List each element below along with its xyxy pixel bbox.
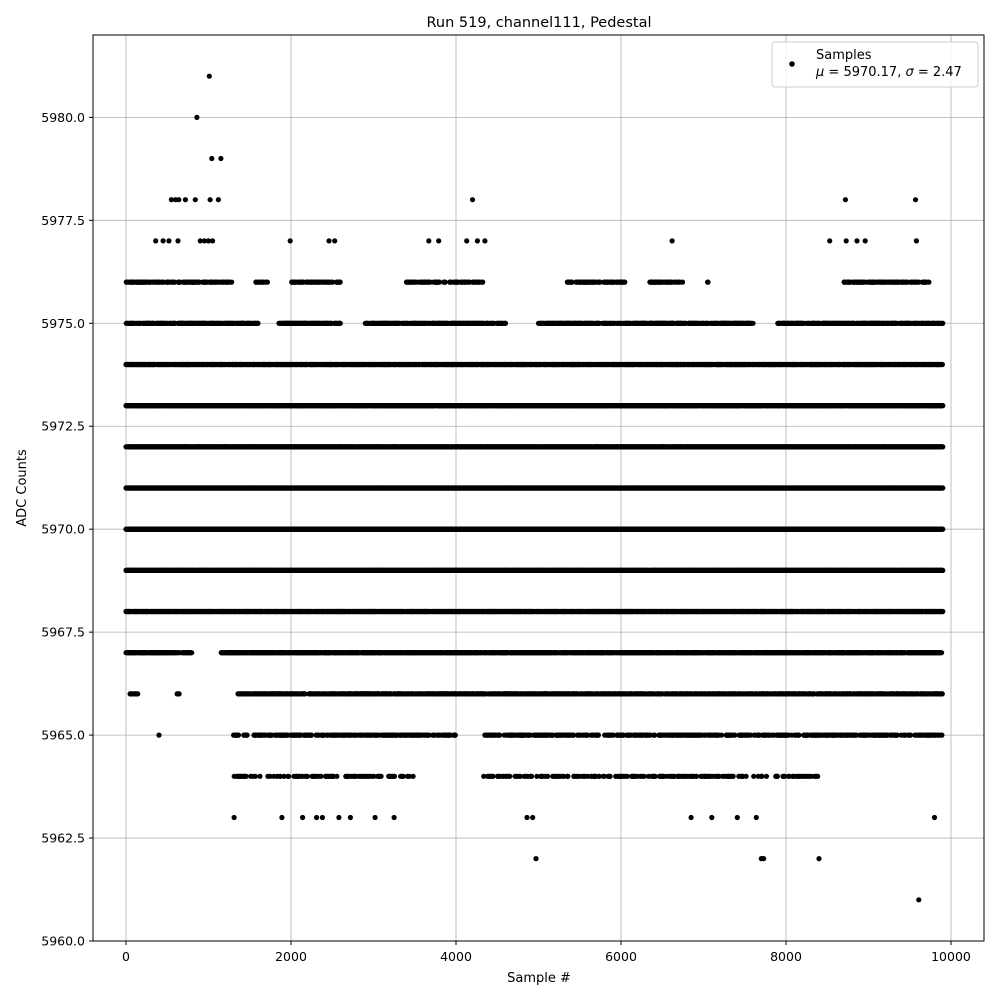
chart-title: Run 519, channel111, Pedestal	[426, 15, 651, 31]
sample-point	[622, 280, 627, 285]
sample-point	[480, 280, 485, 285]
sample-points	[123, 74, 945, 903]
sample-point	[265, 280, 270, 285]
sample-point	[229, 280, 234, 285]
sample-point	[705, 280, 710, 285]
sample-point	[338, 321, 343, 326]
sample-point	[255, 321, 260, 326]
sample-point	[338, 280, 343, 285]
sample-point	[443, 280, 448, 285]
sample-point	[680, 280, 685, 285]
sample-point	[940, 321, 945, 326]
sample-point	[940, 362, 945, 367]
sample-point	[503, 321, 508, 326]
sample-point	[926, 280, 931, 285]
sample-point	[750, 321, 755, 326]
